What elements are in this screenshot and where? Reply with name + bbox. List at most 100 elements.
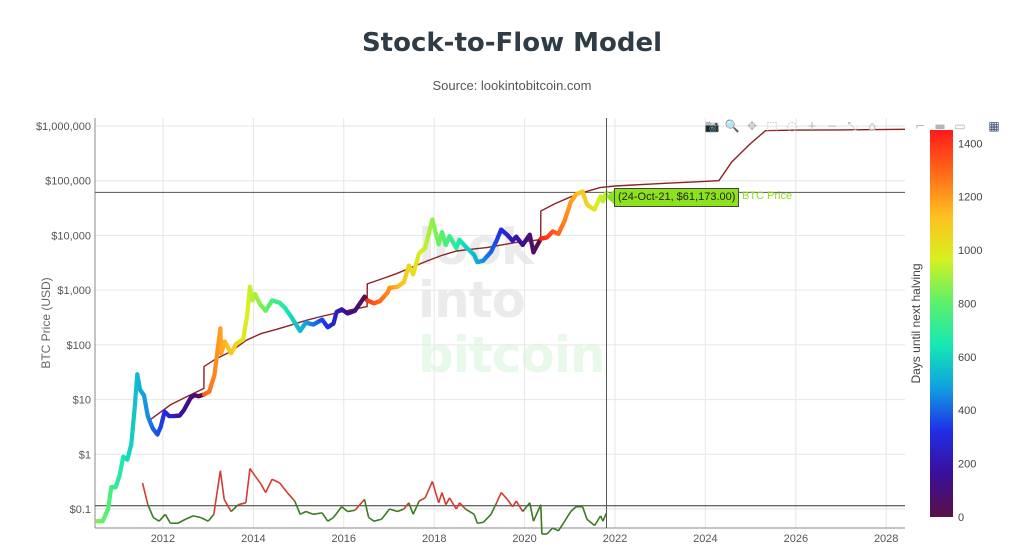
colorbar-tick-label: 0: [958, 512, 964, 524]
deflection-segment: [424, 481, 434, 499]
deflection-segment: [347, 509, 356, 513]
deflection-segment: [373, 518, 382, 522]
deflection-segment: [602, 512, 608, 522]
deflection-segment: [249, 468, 256, 477]
deflection-segment: [158, 513, 166, 522]
deflection-segment: [490, 502, 498, 515]
deflection-segment: [354, 498, 366, 511]
deflection-segment: [254, 475, 261, 484]
y-tick-label: $0.1: [70, 504, 91, 516]
spike-lines-icon[interactable]: ⌐: [914, 119, 926, 133]
y-tick-label: $10,000: [51, 230, 91, 242]
deflection-segment: [528, 502, 535, 522]
deflection-segment: [327, 516, 334, 522]
deflection-segment: [299, 510, 307, 516]
deflection-segment: [403, 502, 410, 510]
y-tick-label: $100: [67, 340, 91, 352]
zoom-out-icon[interactable]: −: [826, 119, 838, 133]
colorbar-tick-label: 200: [958, 459, 976, 471]
x-tick-label: 2024: [693, 533, 717, 545]
hover-series-name: BTC Price: [742, 190, 793, 202]
y-tick-label: $1,000: [57, 285, 91, 297]
x-tick-label: 2022: [603, 533, 627, 545]
box-select-icon[interactable]: ⬚: [766, 119, 778, 133]
deflection-segment: [264, 478, 273, 493]
deflection-segment: [230, 504, 239, 513]
deflection-segment: [259, 482, 267, 493]
deflection-segment: [482, 513, 492, 523]
deflection-segment: [192, 515, 201, 519]
zoom-in-icon[interactable]: +: [806, 119, 818, 133]
hover-tooltip: (24-Oct-21, $61,173.00): [614, 188, 740, 207]
deflection-segment: [459, 502, 466, 510]
deflection-segment: [219, 470, 225, 500]
deflection-segment: [321, 512, 329, 522]
colorbar-tick-label: 1400: [958, 138, 982, 150]
plotly-logo-icon[interactable]: ▦: [988, 119, 1000, 133]
deflection-segment: [238, 502, 247, 506]
deflection-segment: [495, 492, 502, 504]
y-tick-label: $1: [79, 449, 91, 461]
deflection-segment: [207, 513, 215, 522]
hover-closest-icon[interactable]: ▬: [934, 119, 946, 133]
deflection-segment: [147, 504, 155, 518]
deflection-segment: [570, 506, 577, 513]
deflection-segment: [511, 500, 517, 508]
deflection-segment: [431, 481, 440, 504]
deflection-segment: [164, 513, 172, 524]
deflection-segment: [581, 506, 588, 520]
deflection-segment: [271, 478, 280, 484]
deflection-segment: [185, 515, 194, 520]
colorbar: [930, 130, 953, 517]
zoom-icon[interactable]: 🔍: [724, 119, 740, 133]
deflection-segment: [593, 515, 602, 526]
colorbar-tick-label: 800: [958, 298, 976, 310]
deflection-segment: [332, 506, 343, 518]
deflection-segment: [397, 508, 405, 513]
x-tick-label: 2018: [422, 533, 446, 545]
deflection-segment: [313, 512, 323, 516]
deflection-segment: [455, 502, 461, 510]
reset-axes-icon[interactable]: ⌂: [868, 119, 876, 133]
deflection-segment: [441, 492, 447, 505]
colorbar-tick-label: 1000: [958, 245, 982, 257]
deflection-segment: [448, 497, 457, 510]
modebar: 📷 🔍 ✥ ⬚ ◌ + − ⤡ ⌂ ⌐ ▬ ▭ ▦: [704, 117, 1002, 135]
deflection-segment: [408, 502, 414, 515]
deflection-segment: [363, 499, 370, 518]
deflection-segment: [305, 510, 314, 516]
autoscale-icon[interactable]: ⤡: [847, 118, 857, 133]
deflection-segment: [200, 516, 209, 522]
deflection-segment: [586, 518, 596, 527]
deflection-segment: [473, 514, 479, 524]
deflection-segment: [557, 520, 566, 532]
deflection-segment: [368, 516, 375, 522]
camera-icon[interactable]: 📷: [704, 119, 720, 133]
deflection-segment: [223, 498, 232, 512]
deflection-segment: [437, 492, 443, 504]
hover-spike-line: [606, 118, 607, 528]
colorbar-tick-label: 600: [958, 352, 976, 364]
chart-title: Stock-to-Flow Model: [361, 28, 663, 58]
chart-subtitle: Source: lookintobitcoin.com: [432, 78, 592, 93]
deflection-segment: [245, 468, 251, 503]
deflection-segment: [464, 508, 475, 516]
y-tick-label: $10: [73, 395, 91, 407]
deflection-segment: [177, 518, 186, 524]
deflection-segment: [515, 500, 524, 512]
deflection-segment: [152, 516, 160, 522]
deflection-segment: [380, 508, 391, 520]
deflection-segment: [341, 506, 349, 513]
watermark-line3: bitcoin: [418, 326, 606, 384]
x-tick-label: 2016: [332, 533, 356, 545]
x-tick-label: 2014: [241, 533, 265, 545]
watermark-line2: into: [418, 271, 526, 329]
x-tick-label: 2012: [151, 533, 175, 545]
pan-icon[interactable]: ✥: [746, 119, 758, 133]
lasso-select-icon[interactable]: ◌: [786, 119, 798, 133]
deflection-segment: [279, 482, 288, 494]
deflection-segment: [477, 521, 484, 525]
hover-compare-icon[interactable]: ▭: [954, 119, 966, 133]
deflection-segment: [445, 497, 451, 506]
